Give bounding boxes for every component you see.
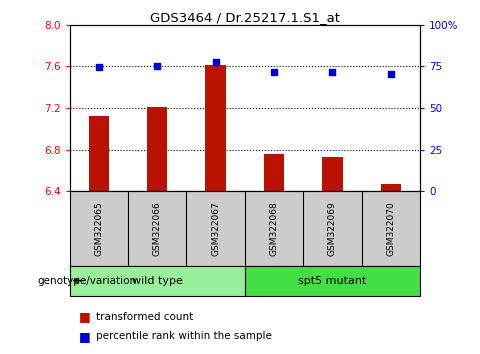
Text: GSM322070: GSM322070 bbox=[386, 201, 396, 256]
Text: GSM322068: GSM322068 bbox=[269, 201, 278, 256]
Bar bbox=[264, 154, 284, 191]
Point bbox=[153, 63, 161, 69]
Point bbox=[212, 59, 219, 65]
Bar bbox=[70, 266, 245, 296]
Bar bbox=[322, 157, 343, 191]
Text: transformed count: transformed count bbox=[96, 312, 193, 322]
Point bbox=[270, 69, 278, 75]
Bar bbox=[381, 184, 401, 191]
Bar bbox=[245, 266, 420, 296]
Text: ■: ■ bbox=[79, 330, 91, 343]
Bar bbox=[205, 65, 226, 191]
Text: GSM322065: GSM322065 bbox=[94, 201, 103, 256]
Text: ■: ■ bbox=[79, 310, 91, 323]
Bar bbox=[147, 107, 168, 191]
Point bbox=[328, 69, 336, 75]
Text: GSM322067: GSM322067 bbox=[211, 201, 220, 256]
Title: GDS3464 / Dr.25217.1.S1_at: GDS3464 / Dr.25217.1.S1_at bbox=[150, 11, 340, 24]
Text: spt5 mutant: spt5 mutant bbox=[298, 275, 367, 286]
Text: GSM322066: GSM322066 bbox=[153, 201, 162, 256]
Text: GSM322069: GSM322069 bbox=[328, 201, 337, 256]
Text: wild type: wild type bbox=[132, 275, 182, 286]
Point bbox=[95, 64, 103, 70]
Text: percentile rank within the sample: percentile rank within the sample bbox=[96, 331, 272, 341]
Text: genotype/variation: genotype/variation bbox=[37, 275, 137, 286]
Bar bbox=[89, 116, 109, 191]
Point bbox=[387, 71, 395, 77]
